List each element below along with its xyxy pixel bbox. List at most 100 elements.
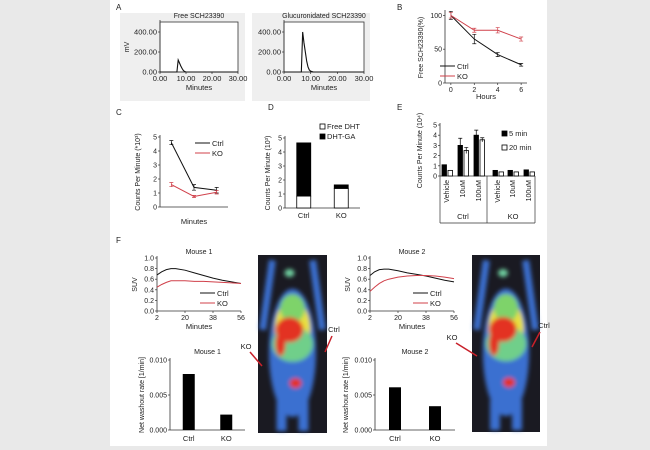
bar-20-min xyxy=(447,169,453,177)
x-tick-label: 30.00 xyxy=(229,74,248,83)
bar-5-min xyxy=(441,164,447,177)
y-tick-label: 1 xyxy=(153,191,157,198)
arrow-icon xyxy=(324,335,333,353)
x-tick-label: 56 xyxy=(237,315,245,322)
series-line-ko xyxy=(156,280,242,288)
bar-free-dht xyxy=(296,195,312,209)
chart-f2b: 0.000 0.005 0.010 Mouse 2 Net washout rate [… xyxy=(343,349,455,443)
y-tick-label: 2 xyxy=(153,177,157,184)
error-bar xyxy=(169,140,174,146)
series-line-ctrl xyxy=(369,268,455,283)
error-bar xyxy=(214,190,219,195)
y-tick-label: 0.005 xyxy=(149,393,167,400)
y-tick-label: 3 xyxy=(278,164,282,171)
y-axis-label: Free SCH23390(%) xyxy=(418,17,425,78)
x-category-label: KO xyxy=(430,434,441,443)
x-tick-label: 20.00 xyxy=(203,74,222,83)
y-tick-label: 1.0 xyxy=(144,256,154,263)
y-tick-label: 100 xyxy=(430,13,442,20)
error-bar xyxy=(472,27,477,33)
x-axis-label: Minutes xyxy=(399,322,426,331)
x-tick-label: 30.00 xyxy=(355,74,374,83)
y-tick-label: 0 xyxy=(278,206,282,213)
x-category-label: Vehicle xyxy=(495,180,502,203)
x-category-label: 10uM xyxy=(460,180,467,198)
leg xyxy=(490,400,500,431)
legend-label: Ctrl xyxy=(212,139,224,148)
x-axis-label: Minutes xyxy=(186,322,213,331)
error-bar xyxy=(480,137,485,142)
y-tick-label: 0.000 xyxy=(149,428,167,435)
y-tick-label: 5 xyxy=(153,135,157,142)
x-tick-label: 10.00 xyxy=(301,74,320,83)
x-tick-label: 20 xyxy=(394,315,402,322)
arrow-icon xyxy=(455,342,478,357)
y-tick-label: 1 xyxy=(433,163,437,170)
bar-20-min xyxy=(498,171,504,177)
panel-label: D xyxy=(268,103,274,112)
y-tick-label: 0.8 xyxy=(144,266,154,273)
x-category-label: Ctrl xyxy=(183,434,195,443)
error-bar xyxy=(495,52,500,57)
y-tick-label: 4 xyxy=(153,149,157,156)
y-tick-label: 200.00 xyxy=(134,48,157,57)
chart-c: 0 1 2 3 4 5 Minutes Counts Per Minute (*10³) Ctr… xyxy=(135,133,228,226)
legend-label: Ctrl xyxy=(457,62,469,71)
y-tick-label: 0.00 xyxy=(142,68,157,77)
x-category-label: Ctrl xyxy=(389,434,401,443)
bar-dht-ga xyxy=(296,142,312,197)
arm xyxy=(473,259,490,331)
y-tick-label: 0.4 xyxy=(144,287,154,294)
leg xyxy=(298,400,309,431)
bladder xyxy=(503,377,515,388)
liver-lobe xyxy=(489,331,499,356)
chart-e: 0 1 2 3 4 5 Counts Per Minute (10⁴) 5 min 20 min… xyxy=(417,113,536,224)
chest xyxy=(280,294,305,323)
y-axis-label: Net washout rate [1/min] xyxy=(343,357,350,433)
head xyxy=(284,269,295,277)
y-tick-label: 2 xyxy=(278,178,282,185)
series-line-trace xyxy=(284,31,364,73)
chest xyxy=(493,293,519,323)
bar-5-min xyxy=(473,134,479,177)
y-tick-label: 0 xyxy=(433,174,437,181)
group-label: KO xyxy=(508,212,519,221)
chart-f1b: 0.000 0.005 0.010 Mouse 1 Net washout rate [… xyxy=(139,349,245,443)
error-bar xyxy=(519,36,524,42)
y-tick-label: 0.005 xyxy=(354,393,372,400)
chart-title: Glucuronidated SCH23390 xyxy=(282,13,366,20)
bar-5-min xyxy=(523,169,529,177)
legend-label: 5 min xyxy=(509,129,527,138)
x-tick-label: 56 xyxy=(450,315,458,322)
error-bar xyxy=(472,33,477,45)
x-tick-label: 0 xyxy=(449,87,453,94)
x-tick-label: 38 xyxy=(209,315,217,322)
arm xyxy=(309,259,326,331)
x-tick-label: 20 xyxy=(181,315,189,322)
x-axis-label: Minutes xyxy=(186,83,213,92)
error-bar xyxy=(464,147,469,154)
arm xyxy=(259,259,276,331)
y-tick-label: 400.00 xyxy=(134,28,157,37)
legend-swatch xyxy=(319,123,326,130)
y-tick-label: 0.00 xyxy=(266,68,281,77)
legend-label: Free DHT xyxy=(327,122,360,131)
error-bar xyxy=(192,184,196,191)
y-axis-label: Counts Per Minute (10³) xyxy=(265,136,272,211)
plot-frame xyxy=(159,21,239,73)
y-tick-label: 0.000 xyxy=(354,428,372,435)
y-tick-label: 3 xyxy=(433,143,437,150)
x-axis-label: Minutes xyxy=(181,217,208,226)
y-axis-label: SUV xyxy=(132,277,139,292)
y-tick-label: 200.00 xyxy=(258,48,281,57)
y-tick-label: 5 xyxy=(433,123,437,130)
x-category-label: KO xyxy=(221,434,232,443)
y-tick-label: 1.0 xyxy=(357,256,367,263)
x-category-label: KO xyxy=(336,211,347,220)
x-category-label: 100uM xyxy=(526,180,533,202)
chart-title: Mouse 1 xyxy=(186,249,213,256)
error-bar xyxy=(474,129,479,141)
series-line-trace xyxy=(160,57,238,73)
